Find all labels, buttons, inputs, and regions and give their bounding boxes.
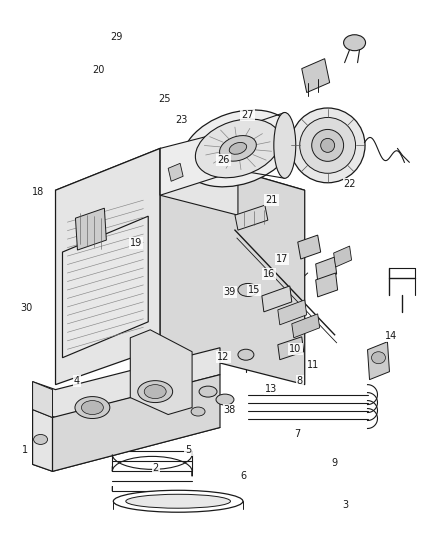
Polygon shape [168, 163, 183, 181]
Text: 16: 16 [263, 270, 276, 279]
Polygon shape [32, 382, 53, 417]
Ellipse shape [182, 110, 293, 187]
Text: 5: 5 [185, 445, 191, 455]
Text: 39: 39 [224, 287, 236, 297]
Text: 20: 20 [93, 65, 105, 75]
Text: 3: 3 [343, 499, 349, 510]
Polygon shape [130, 330, 192, 415]
Text: 30: 30 [21, 303, 33, 313]
Polygon shape [56, 148, 160, 385]
Ellipse shape [75, 397, 110, 418]
Polygon shape [32, 409, 53, 471]
Text: 27: 27 [241, 110, 254, 120]
Text: 1: 1 [21, 445, 28, 455]
Polygon shape [235, 205, 268, 230]
Ellipse shape [195, 119, 280, 178]
Polygon shape [53, 375, 220, 471]
Polygon shape [334, 246, 352, 267]
Ellipse shape [371, 352, 385, 364]
Ellipse shape [321, 139, 335, 152]
Text: 12: 12 [217, 352, 230, 362]
Text: 13: 13 [265, 384, 278, 394]
Polygon shape [262, 286, 292, 312]
Text: 21: 21 [265, 195, 278, 205]
Ellipse shape [199, 386, 217, 397]
Text: 4: 4 [74, 376, 80, 386]
Ellipse shape [34, 434, 48, 445]
Polygon shape [302, 59, 330, 93]
Ellipse shape [219, 135, 256, 161]
Text: 7: 7 [294, 429, 301, 439]
Text: 11: 11 [307, 360, 319, 370]
Text: 8: 8 [297, 376, 303, 386]
Polygon shape [298, 235, 321, 259]
Ellipse shape [138, 381, 173, 402]
Polygon shape [56, 148, 305, 232]
Text: 38: 38 [224, 405, 236, 415]
Text: 17: 17 [276, 254, 289, 263]
Polygon shape [63, 216, 148, 358]
Text: 29: 29 [110, 32, 123, 42]
Ellipse shape [274, 112, 296, 178]
Ellipse shape [238, 284, 258, 296]
Ellipse shape [343, 35, 366, 51]
Text: 25: 25 [158, 94, 171, 104]
Polygon shape [316, 257, 337, 281]
Polygon shape [160, 148, 305, 385]
Ellipse shape [81, 401, 103, 415]
Ellipse shape [290, 108, 365, 183]
Text: 6: 6 [240, 471, 246, 481]
Ellipse shape [216, 394, 234, 405]
Ellipse shape [144, 385, 166, 399]
Polygon shape [278, 337, 304, 360]
Text: 19: 19 [130, 238, 142, 248]
Text: 10: 10 [289, 344, 301, 354]
Ellipse shape [238, 349, 254, 360]
Polygon shape [316, 273, 338, 297]
Polygon shape [278, 300, 307, 325]
Polygon shape [160, 128, 238, 195]
Ellipse shape [126, 494, 230, 508]
Text: 18: 18 [32, 187, 44, 197]
Text: 26: 26 [217, 155, 230, 165]
Text: 22: 22 [344, 179, 356, 189]
Ellipse shape [312, 130, 343, 161]
Text: 2: 2 [152, 463, 159, 473]
Polygon shape [32, 348, 220, 417]
Polygon shape [292, 314, 320, 338]
Polygon shape [75, 208, 106, 250]
Text: 15: 15 [248, 285, 260, 295]
Text: 14: 14 [385, 330, 398, 341]
Text: 9: 9 [332, 458, 338, 468]
Text: 23: 23 [176, 115, 188, 125]
Polygon shape [160, 148, 238, 215]
Ellipse shape [229, 142, 247, 154]
Polygon shape [367, 342, 389, 379]
Ellipse shape [191, 407, 205, 416]
Ellipse shape [300, 117, 356, 173]
Ellipse shape [113, 490, 243, 512]
